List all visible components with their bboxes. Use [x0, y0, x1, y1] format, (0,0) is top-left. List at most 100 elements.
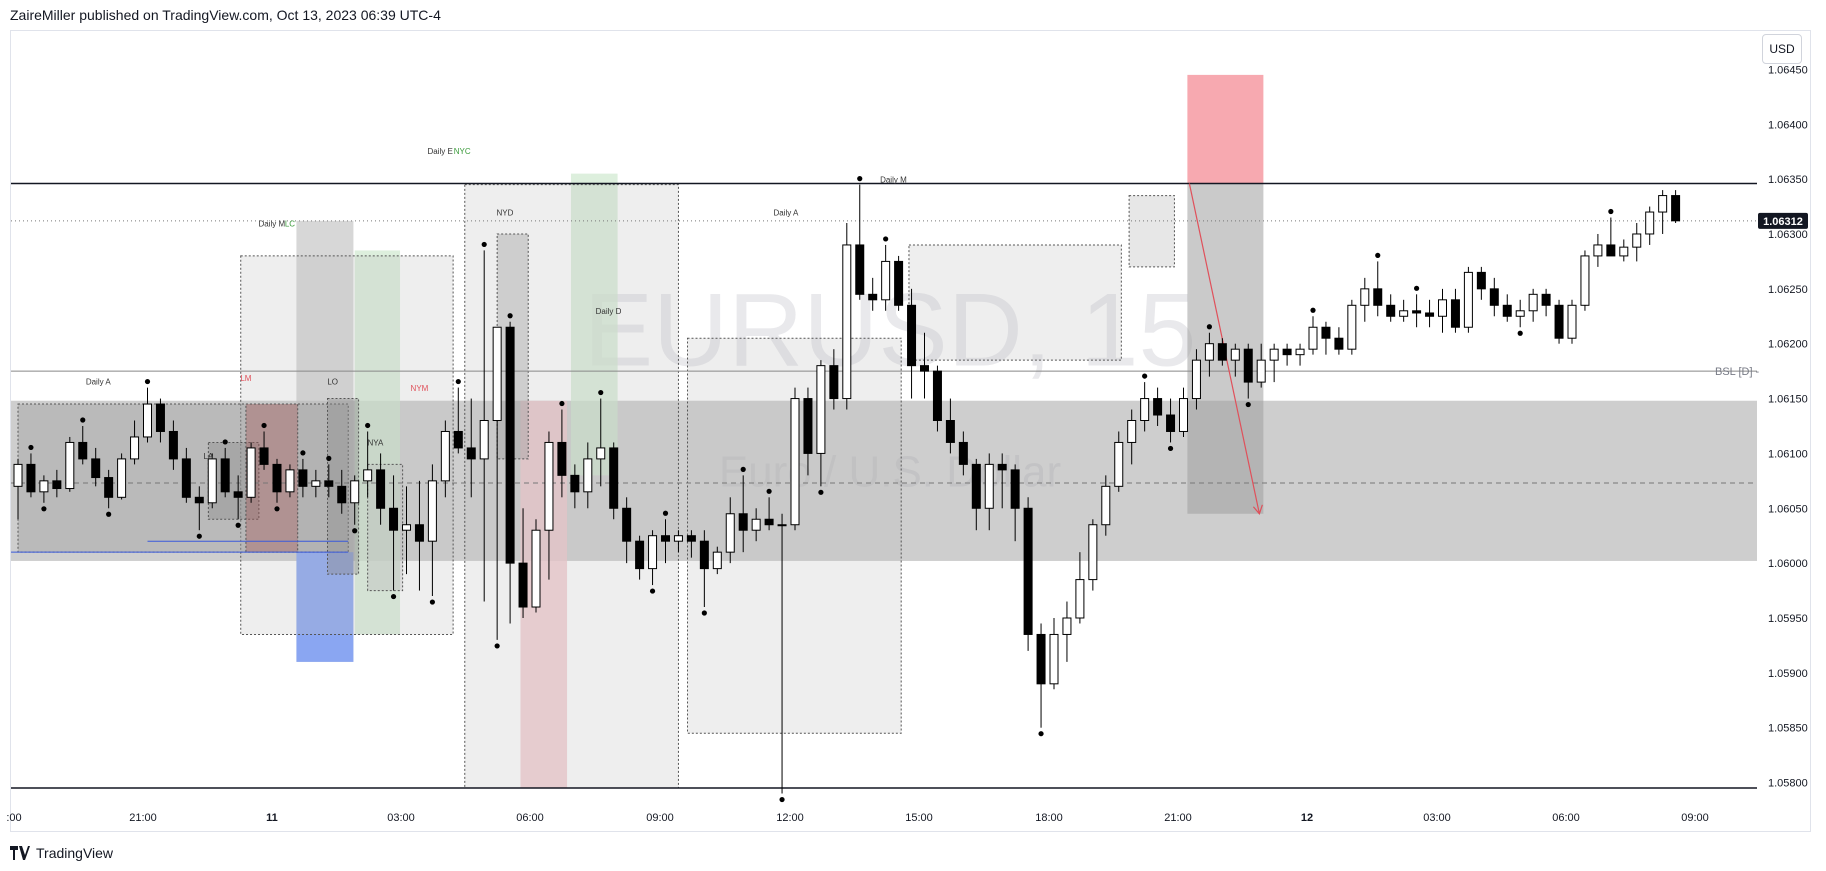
candle-body [259, 447, 269, 465]
candle [1153, 387, 1163, 426]
current-price-label: 1.06312 [1763, 216, 1803, 228]
candle-body [1204, 343, 1214, 361]
swing-high-dot [1608, 208, 1614, 215]
swing-high-dot [1142, 373, 1148, 379]
swing-high-dot [455, 378, 461, 385]
candle [1399, 299, 1409, 322]
candle-body [1502, 304, 1512, 317]
candle [997, 453, 1007, 509]
annotation-label: Daily M [258, 219, 285, 228]
candle-body [1153, 398, 1163, 416]
annotation-label: Daily E [427, 147, 452, 156]
time-tick-label: 11 [266, 812, 278, 824]
candle [894, 255, 904, 311]
time-tick-label: 12:00 [776, 812, 804, 824]
time-tick-label: 09:00 [646, 812, 674, 824]
swing-high-dot [1310, 307, 1316, 313]
killzone-green [354, 250, 401, 635]
swing-high-dot [857, 176, 863, 182]
candle-body [1360, 288, 1370, 306]
candle [1412, 285, 1422, 328]
candle-body [1140, 398, 1150, 421]
candle-body [609, 447, 619, 509]
candle [1010, 464, 1020, 542]
session-box [687, 337, 902, 734]
swing-low-dot [1517, 330, 1523, 336]
candle [337, 469, 347, 514]
swing-low-dot [196, 533, 202, 539]
candle [1450, 288, 1460, 333]
candle [1632, 223, 1642, 262]
candle-body [751, 518, 761, 531]
time-tick-label: :00 [6, 812, 21, 824]
candle [622, 497, 632, 564]
candle [518, 508, 528, 618]
candle-body [414, 524, 424, 542]
annotation-label: NYC [454, 147, 471, 156]
candle-body [1671, 195, 1681, 222]
candle-body [402, 524, 411, 531]
candle-body [725, 513, 735, 553]
swing-low-dot [701, 610, 707, 616]
candle [324, 455, 334, 498]
candle-body [557, 441, 567, 476]
price-tick-label: 1.06100 [1768, 448, 1808, 460]
candle [26, 444, 36, 498]
candle-body [777, 524, 787, 527]
currency-button[interactable]: USD [1762, 34, 1802, 64]
price-tick-label: 1.05900 [1768, 668, 1808, 680]
candle [466, 398, 476, 498]
candle-body [78, 441, 88, 460]
candle [298, 450, 308, 498]
swing-low-dot [390, 593, 397, 600]
candle [1140, 373, 1150, 432]
candle [1515, 299, 1525, 336]
candle [932, 365, 942, 432]
candle [1476, 266, 1486, 300]
annotation-label: NYM [411, 384, 429, 393]
candle-body [881, 260, 891, 301]
candle [609, 442, 619, 520]
candle-body [816, 365, 826, 454]
candle-body [1114, 441, 1124, 487]
candle [1179, 387, 1188, 437]
candle [1658, 190, 1668, 234]
candle [920, 332, 929, 399]
candle [686, 530, 696, 558]
candle-body [1179, 398, 1188, 432]
candle-body [1269, 348, 1279, 361]
candle [738, 466, 748, 553]
candle-body [790, 398, 800, 526]
candle [1502, 294, 1512, 322]
time-tick-label: 06:00 [516, 812, 544, 824]
candle-body [1217, 343, 1227, 361]
candle-body [661, 535, 670, 542]
candle [363, 422, 373, 498]
candle [440, 420, 450, 498]
candle [285, 464, 295, 498]
swing-low-dot [1245, 401, 1251, 408]
time-tick-label: 03:00 [387, 812, 415, 824]
candle-body [65, 441, 75, 490]
candle [803, 387, 813, 476]
candle [1567, 299, 1577, 344]
candle [1386, 294, 1396, 322]
candle-body [453, 430, 463, 449]
swing-low-dot [274, 506, 280, 512]
candle-body [945, 420, 955, 443]
candle [427, 464, 437, 605]
candle-body [1101, 485, 1111, 526]
candle [181, 447, 191, 503]
candle [402, 486, 411, 575]
candle [699, 530, 709, 616]
candle-body [1450, 299, 1460, 328]
candle-body [350, 480, 360, 504]
swing-low-dot [1038, 731, 1044, 737]
candle [544, 431, 554, 580]
killzone-green [570, 173, 618, 476]
candle-body [1049, 633, 1059, 685]
candle [259, 422, 269, 470]
candle-body [207, 458, 217, 504]
candle-body [479, 420, 489, 460]
